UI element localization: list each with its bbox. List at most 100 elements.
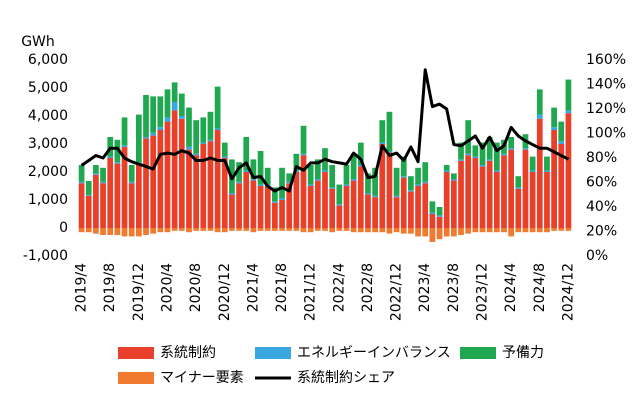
bar-segment [186, 149, 192, 228]
bar-segment [443, 170, 450, 172]
bar-segment [565, 110, 572, 114]
bar-segment [329, 188, 336, 228]
bar-segment [200, 117, 207, 143]
x-tick-label: 2024/8 [532, 263, 548, 312]
bar-segment [436, 207, 443, 216]
bar-segment [558, 121, 565, 142]
bar-segment [128, 165, 135, 182]
bar-segment [257, 186, 264, 228]
bar-segment [171, 228, 178, 231]
bar-segment [221, 158, 228, 228]
bar-segment [443, 165, 450, 171]
bar-segment [508, 228, 515, 237]
bar-segment [229, 193, 235, 195]
bar-segment [178, 118, 185, 228]
bar-segment [415, 184, 421, 186]
bar-segment [551, 127, 557, 130]
bar-segment [458, 159, 464, 161]
bar-segment [78, 181, 85, 184]
bar-segment [143, 228, 149, 235]
legend-label: エネルギーインバランス [297, 345, 451, 361]
x-tick-label: 2020/12 [217, 263, 233, 321]
bar-segment [436, 216, 443, 228]
bar-segment [200, 142, 207, 144]
bar-segment [314, 179, 321, 181]
y2-tick-label: 60% [586, 175, 617, 191]
bar-segment [186, 228, 192, 233]
bar-segment [429, 228, 436, 242]
bar-segment [100, 167, 106, 182]
bar-segment [479, 166, 486, 228]
bar-segment [214, 86, 221, 129]
bar-segment [250, 180, 257, 228]
bar-segment [236, 181, 242, 184]
x-tick-label: 2019/4 [74, 263, 90, 312]
bar-segment [135, 163, 142, 228]
bar-segment [386, 151, 393, 153]
bar-segment [379, 120, 386, 143]
bar-segment [486, 137, 493, 160]
bar-segment [78, 228, 85, 233]
bar-segment [400, 156, 407, 177]
bar-segment [78, 183, 85, 228]
bar-segment [508, 149, 515, 228]
bar-segment [408, 228, 414, 234]
bar-segment [250, 228, 257, 233]
bar-segment [379, 228, 386, 233]
bar-segment [85, 228, 92, 233]
bar-segment [207, 228, 214, 231]
y-tick-label: 3,000 [28, 136, 68, 152]
bar-segment [472, 145, 479, 157]
bar-segment [293, 153, 300, 171]
bar-segment [279, 198, 285, 200]
bar-segment [85, 180, 92, 195]
bar-segment [164, 89, 171, 118]
legend-label: 系統制約 [160, 345, 216, 361]
bar-segment [565, 79, 572, 111]
bar-segment [186, 107, 192, 147]
x-tick-label: 2024/12 [560, 263, 576, 321]
bar-segment [114, 163, 121, 228]
bar-segment [558, 144, 565, 228]
bar-segment [300, 155, 307, 228]
bar-segment [372, 195, 378, 198]
bar-segment [458, 228, 464, 235]
bar-segment [529, 170, 536, 172]
bar-segment [307, 228, 314, 233]
bar-segment [501, 153, 507, 156]
bar-segment [486, 159, 493, 161]
bar-segment [257, 184, 264, 186]
bar-segment [107, 156, 114, 158]
bar-segment [107, 228, 114, 235]
bar-segment [85, 195, 92, 228]
bar-segment [293, 228, 300, 231]
bar-segment [408, 191, 414, 228]
legend-swatch [118, 372, 154, 384]
bar-segment [229, 194, 235, 228]
bar-segment [379, 144, 386, 228]
x-tick-label: 2022/8 [360, 263, 376, 312]
bar-segment [357, 228, 364, 233]
bar-segment [250, 159, 257, 179]
bar-segment [279, 167, 285, 199]
x-tick-label: 2021/8 [274, 263, 290, 312]
bar-segment [250, 179, 257, 181]
bar-segment [307, 186, 314, 228]
bar-segment [300, 153, 307, 156]
bar-segment [279, 200, 285, 228]
bar-segment [536, 228, 543, 233]
bar-segment [264, 228, 271, 231]
bar-segment [429, 214, 436, 228]
bar-segment [379, 142, 386, 144]
bar-segment [465, 120, 472, 154]
bar-segment [544, 228, 550, 233]
bar-segment [257, 228, 264, 231]
bar-segment [150, 96, 157, 133]
bar-segment [422, 181, 429, 184]
x-tick-label: 2021/12 [303, 263, 319, 321]
bar-segment [350, 179, 357, 181]
bar-segment [221, 156, 228, 158]
bar-segment [343, 165, 350, 185]
bar-segment [143, 138, 149, 228]
